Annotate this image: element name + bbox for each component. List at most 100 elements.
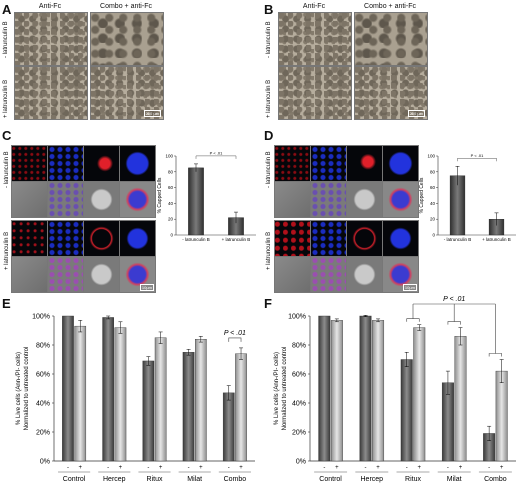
ylabel: % Capped Cells: [419, 177, 425, 213]
ytick-label: 0%: [296, 459, 306, 466]
subcategory-label: -: [188, 465, 190, 471]
panel-c-fluor-red-2: [11, 220, 48, 257]
bar-plus: [454, 336, 467, 462]
panel-c-row-label-1: - latrunculin B: [4, 151, 10, 188]
bar-plus: [372, 320, 385, 462]
subcategory-label: +: [376, 465, 380, 471]
panel-d-fluor-blue-2: [310, 220, 347, 257]
bar: [188, 167, 204, 236]
bar-plus: [114, 327, 127, 462]
ylabel: % Capped Cells: [157, 177, 163, 213]
subcategory-label: +: [78, 465, 82, 471]
panel-label-d: D: [264, 128, 274, 143]
panel-b-scale-bar: 200 µm: [407, 110, 425, 117]
panel-d-fluor-red-zoom-2: [346, 220, 383, 257]
subcategory-label: +: [199, 465, 203, 471]
bar-minus: [400, 359, 413, 462]
panel-c-merge-1: [47, 181, 84, 218]
subcategory-label: +: [119, 465, 123, 471]
significance-bracket: [406, 318, 420, 322]
group-label: Hercep: [103, 476, 126, 483]
group-label: Hercep: [361, 476, 384, 483]
panel-label-c: C: [2, 128, 12, 143]
significance-label: P < .01: [443, 296, 465, 303]
ytick-label: 20%: [292, 430, 306, 437]
group-label: Milat: [187, 476, 202, 483]
ytick-label: 40: [168, 201, 174, 206]
panel-d-fluor-blue-zoom-2: [382, 220, 419, 257]
significance-bracket: [228, 337, 242, 342]
panel-a-micrograph-2: [90, 12, 164, 66]
panel-d-row-label-1: - latrunculin B: [266, 151, 272, 188]
significance-bracket: [457, 158, 497, 162]
bar-minus: [102, 317, 114, 462]
ytick-label: 20%: [36, 430, 50, 437]
bar-minus: [222, 392, 235, 462]
group-label: Combo: [224, 476, 247, 483]
panel-d-fluor-red-2: [274, 220, 311, 257]
panel-c-scale-bar: 10µm: [139, 284, 154, 291]
significance-bracket: [488, 353, 502, 357]
panel-a-row-label-2: + latrunculin B: [3, 79, 9, 118]
group-label: Control: [63, 476, 86, 483]
ytick-label: 80%: [36, 343, 50, 350]
subcategory-label: -: [365, 465, 367, 471]
significance-label: P < .01: [471, 153, 484, 158]
ytick-label: 80: [168, 169, 174, 174]
panel-c-fluor-blue-2: [47, 220, 84, 257]
panel-d-merge-zoom-1: [382, 181, 419, 218]
ytick-label: 80%: [292, 343, 306, 350]
panel-label-f: F: [264, 296, 272, 311]
panel-b-col-header-2: Combo + anti-Fc: [364, 3, 416, 10]
ytick-label: 100%: [288, 314, 306, 321]
category-label: - latrunculin B: [444, 237, 472, 242]
chart-e: % Live cells (Ann-/PI- cells) Normalized …: [16, 314, 255, 483]
panel-c-fluor-red-1: [11, 145, 48, 182]
subcategory-label: -: [228, 465, 230, 471]
panel-c-merge-2: [47, 256, 84, 293]
bar-plus: [413, 327, 426, 462]
ytick-label: 0%: [40, 459, 50, 466]
panel-d-dic-zoom-2: [346, 256, 383, 293]
category-label: - latrunculin B: [182, 237, 210, 242]
significance-label: P < .01: [224, 330, 246, 337]
panel-d-merge-2: [310, 256, 347, 293]
group-label: Milat: [447, 476, 462, 483]
group-label: Ritux: [147, 476, 163, 483]
subcategory-label: +: [418, 465, 422, 471]
panel-d-dic-1: [274, 181, 311, 218]
subcategory-label: -: [147, 465, 149, 471]
ytick-label: 80: [430, 169, 436, 174]
panel-b-micrograph-3: [278, 66, 352, 120]
ytick-label: 60: [430, 185, 436, 190]
panel-b-col-header-1: Anti-Fc: [302, 3, 326, 10]
subcategory-label: -: [447, 465, 449, 471]
significance-label: P < .01: [210, 150, 223, 155]
panel-a-scale-bar: 200 µm: [143, 110, 161, 117]
ytick-label: 100: [165, 154, 173, 159]
panel-c-fluor-red-zoom-1: [83, 145, 120, 182]
panel-d-dic-zoom-1: [346, 181, 383, 218]
ytick-label: 0: [432, 233, 435, 238]
panel-c-fluor-red-zoom-2: [83, 220, 120, 257]
significance-bracket: [195, 155, 237, 159]
panel-c-dic-1: [11, 181, 48, 218]
subcategory-label: +: [239, 465, 243, 471]
panel-c-fluor-blue-zoom-1: [119, 145, 156, 182]
panel-c-fluor-blue-zoom-2: [119, 220, 156, 257]
panel-b-row-label-1: - latrunculin B: [266, 21, 272, 58]
bar-minus: [359, 315, 372, 462]
panel-d-merge-1: [310, 181, 347, 218]
panel-b-micrograph-1: [278, 12, 352, 66]
panel-label-e: E: [2, 296, 11, 311]
group-label: Ritux: [405, 476, 421, 483]
panel-a-row-label-1: - latrunculin B: [3, 21, 9, 58]
bar-minus: [318, 315, 331, 462]
bar-minus: [182, 352, 195, 462]
ylabel-line-2: Normalized to untreated control: [24, 347, 30, 431]
panel-d-fluor-red-1: [274, 145, 311, 182]
panel-c-merge-zoom-2: 10µm: [119, 256, 156, 293]
panel-b-micrograph-2: [354, 12, 428, 66]
panel-label-b: B: [264, 2, 274, 17]
panel-c-row-label-2: + latrunculin B: [4, 231, 10, 270]
